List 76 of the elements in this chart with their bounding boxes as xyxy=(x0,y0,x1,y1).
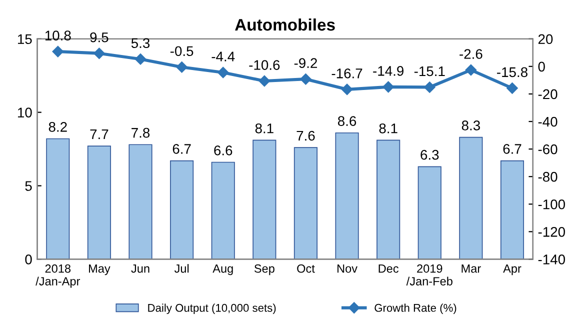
y2-tick-label: -40 xyxy=(538,116,558,127)
bar xyxy=(46,138,70,260)
y-tick-label: 15 xyxy=(18,34,32,44)
y2-tick-label: -60 xyxy=(538,144,558,154)
data-label: 10.8 xyxy=(45,30,71,40)
bar xyxy=(459,136,483,260)
data-label: 7.7 xyxy=(90,130,108,140)
x-tick-label: Aug xyxy=(212,264,233,276)
y-tick-label: 0 xyxy=(25,254,32,264)
point xyxy=(134,54,146,65)
data-label: -10.6 xyxy=(249,60,280,70)
y2-tick-label: -100 xyxy=(538,199,566,210)
legend-label: Daily Output (10,000 sets) xyxy=(148,304,276,314)
point xyxy=(218,66,229,78)
data-label: -16.7 xyxy=(332,68,362,78)
y2-tick-label: 0 xyxy=(538,62,545,72)
data-label: 8.6 xyxy=(338,116,356,126)
y2-tick-label: 20 xyxy=(538,34,553,44)
data-label: -9.2 xyxy=(294,58,317,68)
data-label: 6.6 xyxy=(214,146,232,156)
x-tick-label: Apr xyxy=(503,264,522,276)
bar xyxy=(294,147,318,260)
data-label: 9.5 xyxy=(90,32,108,42)
data-label: 8.1 xyxy=(379,123,398,134)
bar xyxy=(500,160,524,260)
data-label: 8.2 xyxy=(48,122,67,132)
y-tick-label: 5 xyxy=(25,181,32,191)
data-label: -0.5 xyxy=(170,46,194,56)
x-tick-label: Nov xyxy=(337,264,358,273)
data-label: 8.1 xyxy=(255,123,274,134)
bar xyxy=(335,132,359,260)
point xyxy=(52,46,64,58)
x-tick-label: 2018 /Jan-Apr xyxy=(36,264,80,288)
data-label: 6.7 xyxy=(503,144,522,154)
bar xyxy=(211,162,235,260)
data-label: -15.1 xyxy=(414,66,445,76)
x-tick-label: Dec xyxy=(378,264,399,273)
data-label: -4.4 xyxy=(212,52,235,62)
y2-tick-label: -80 xyxy=(538,172,558,182)
y2-tick-label: -120 xyxy=(538,226,566,237)
data-label: 6.3 xyxy=(420,150,439,160)
data-label: 8.3 xyxy=(462,120,480,130)
x-tick-label: Sep xyxy=(254,264,274,276)
chart-title: Automobiles xyxy=(235,18,335,31)
data-label: -2.6 xyxy=(460,49,482,59)
y-tick-label: 10 xyxy=(18,108,32,118)
data-label: 7.6 xyxy=(296,130,315,141)
point xyxy=(258,75,270,87)
x-tick-label: May xyxy=(89,264,110,276)
bar xyxy=(376,140,400,260)
data-label: 7.8 xyxy=(132,128,150,138)
bar xyxy=(128,144,152,260)
bar xyxy=(418,166,442,260)
data-label: -15.8 xyxy=(497,67,528,78)
point xyxy=(465,64,477,76)
x-tick-label: 2019 /Jan-Feb xyxy=(406,264,452,286)
legend-label: Growth Rate (%) xyxy=(374,304,456,314)
data-label: -14.9 xyxy=(373,66,404,76)
point xyxy=(382,81,394,93)
bar xyxy=(170,160,194,260)
y2-tick-label: -140 xyxy=(538,254,566,264)
point xyxy=(424,82,436,93)
x-tick-label: Oct xyxy=(297,264,315,273)
x-tick-label: Mar xyxy=(462,264,481,273)
point xyxy=(176,62,188,73)
data-label: 5.3 xyxy=(131,38,150,48)
y2-tick-label: -20 xyxy=(538,89,558,100)
point xyxy=(341,84,353,96)
point xyxy=(300,73,312,85)
point xyxy=(94,48,105,59)
bar xyxy=(252,140,276,260)
x-tick-label: Jun xyxy=(131,264,150,273)
x-tick-label: Jul xyxy=(174,264,189,273)
data-label: 6.7 xyxy=(172,144,191,154)
point xyxy=(506,82,518,94)
bar xyxy=(87,146,111,260)
